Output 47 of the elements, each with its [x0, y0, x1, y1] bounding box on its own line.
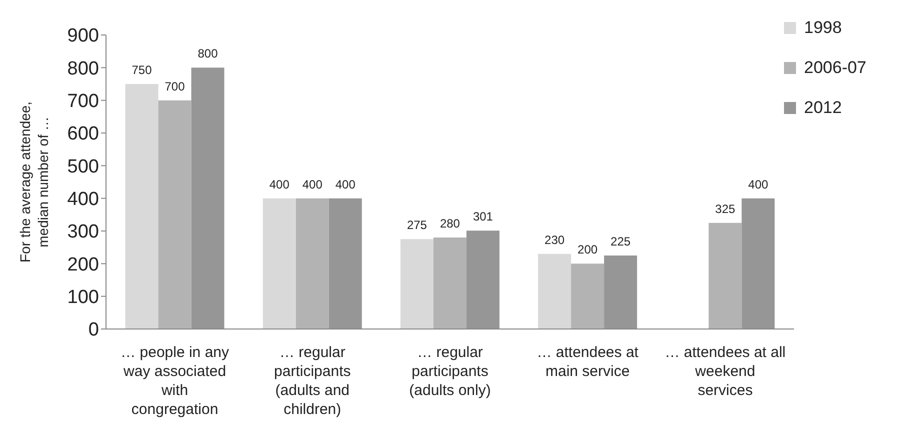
bar: [571, 264, 604, 329]
data-label: 750: [132, 63, 152, 77]
data-label: 800: [198, 46, 218, 61]
data-label: 400: [302, 177, 323, 192]
data-label: 301: [472, 210, 494, 224]
data-label: 400: [335, 177, 356, 192]
x-tick-label: … attendees at all weekend services: [664, 344, 786, 399]
y-tick-label: 0: [88, 320, 99, 341]
bar: [158, 100, 192, 329]
y-tick-label: 800: [67, 58, 99, 80]
legend-label: 2012: [804, 98, 842, 118]
data-label: 225: [610, 234, 631, 248]
bar: [125, 84, 158, 329]
bar: [296, 198, 329, 329]
y-tick-label: 600: [67, 124, 99, 145]
legend-label: 1998: [804, 18, 842, 38]
y-tick-label: 900: [67, 26, 99, 47]
data-label: 200: [578, 242, 598, 257]
y-tick-label: 200: [67, 254, 99, 276]
data-label: 325: [715, 202, 736, 216]
y-tick-label: 100: [67, 287, 99, 308]
data-label: 700: [164, 79, 186, 94]
bar: [400, 239, 434, 329]
x-tick-label: … people in any way associated with congregation: [120, 344, 230, 418]
bar: [708, 222, 742, 329]
y-tick-label: 300: [67, 222, 99, 243]
x-tick-label: … attendees at main service: [536, 344, 640, 380]
bar: [262, 198, 296, 329]
data-label: 400: [269, 177, 290, 192]
bar: [742, 198, 775, 329]
data-label: 275: [406, 218, 428, 232]
x-tick-label: … regular participants (adults only): [409, 344, 491, 399]
y-axis-title: For the average attendee, median number of …: [17, 101, 51, 263]
data-label: 280: [440, 216, 460, 231]
y-tick-label: 400: [67, 189, 99, 210]
data-label: 230: [544, 232, 565, 247]
bar: [538, 254, 572, 329]
legend-label: 2006-07: [804, 58, 866, 78]
y-tick-label: 700: [67, 91, 99, 112]
bar: [328, 198, 362, 329]
y-tick-label: 500: [67, 156, 99, 178]
bar: [604, 256, 638, 329]
bar: [466, 230, 500, 329]
data-label: 400: [748, 177, 768, 192]
bar: [433, 238, 466, 329]
x-tick-label: … regular participants (adults and children): [274, 344, 351, 418]
bar: [191, 68, 224, 329]
